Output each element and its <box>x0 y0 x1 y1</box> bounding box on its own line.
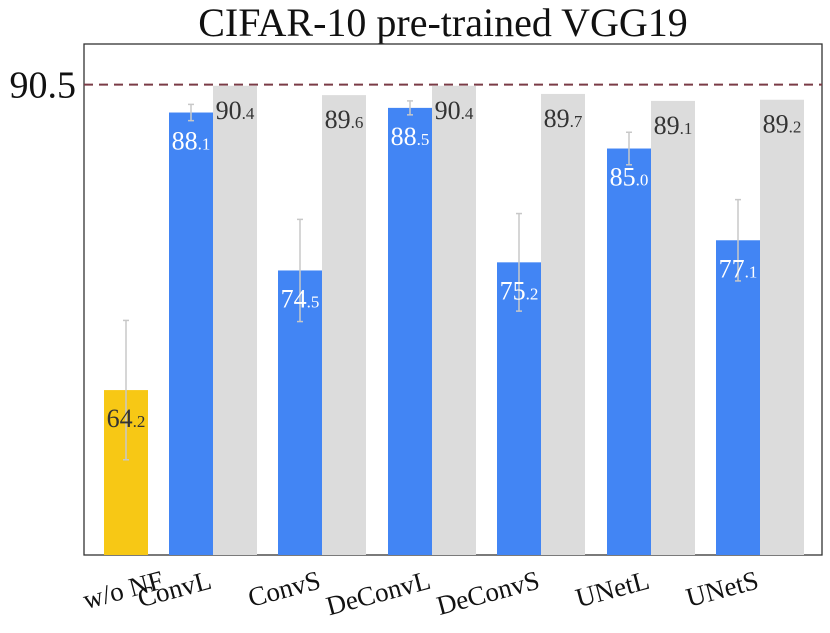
bar-with-nf <box>716 240 760 556</box>
value-label-reference: 89.7 <box>544 104 583 133</box>
value-label-reference: 89.6 <box>325 105 364 134</box>
bar-reference <box>213 85 257 556</box>
x-tick-label: UNetS <box>683 565 762 613</box>
bar-with-nf <box>388 107 432 555</box>
value-label-reference: 89.1 <box>654 111 693 140</box>
bar-with-nf <box>169 112 213 556</box>
bar-with-nf <box>607 148 651 556</box>
value-label: 88.5 <box>391 122 430 151</box>
bar-reference <box>760 99 804 555</box>
y-tick-label: 90.5 <box>10 65 77 107</box>
bar-reference <box>541 93 585 556</box>
x-tick-label: UNetL <box>572 565 652 613</box>
x-tick-label: DeConvS <box>433 565 542 621</box>
value-label-reference: 90.4 <box>216 96 255 125</box>
value-label: 64.2 <box>107 404 146 433</box>
chart-title: CIFAR-10 pre-trained VGG19 <box>198 0 688 45</box>
value-label: 88.1 <box>172 127 211 156</box>
bar-reference <box>432 85 476 556</box>
bar-reference <box>322 95 366 555</box>
value-label: 74.5 <box>281 284 320 313</box>
x-tick-label: ConvS <box>245 565 324 613</box>
value-label: 75.2 <box>500 276 539 305</box>
value-label: 85.0 <box>610 163 649 192</box>
x-tick-label: DeConvL <box>323 565 434 622</box>
bar-reference <box>651 100 695 556</box>
value-label-reference: 89.2 <box>763 110 802 139</box>
value-label-reference: 90.4 <box>435 96 474 125</box>
value-label: 77.1 <box>719 254 758 283</box>
